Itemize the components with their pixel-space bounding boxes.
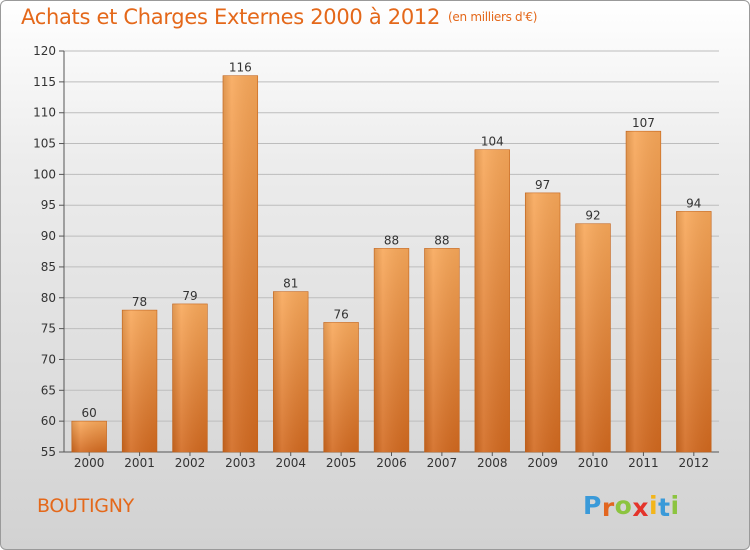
place-name: BOUTIGNY xyxy=(37,495,134,517)
data-label: 92 xyxy=(585,209,600,223)
data-label: 79 xyxy=(182,289,197,303)
bar-shade xyxy=(222,75,258,452)
data-label: 116 xyxy=(229,61,252,75)
x-tick-label: 2005 xyxy=(326,456,357,470)
data-label: 76 xyxy=(333,307,348,321)
logo-letter: x xyxy=(632,493,649,522)
x-tick-label: 2006 xyxy=(376,456,407,470)
x-tick-label: 2008 xyxy=(477,456,508,470)
bar-shade xyxy=(323,322,359,452)
y-tick-label: 85 xyxy=(41,260,56,274)
bar-shade xyxy=(525,192,561,452)
data-label: 60 xyxy=(82,406,97,420)
y-tick-label: 100 xyxy=(33,167,56,181)
y-tick-label: 60 xyxy=(41,414,56,428)
logo-letter: i xyxy=(670,491,680,520)
bar-shade xyxy=(273,291,309,452)
bar-shade xyxy=(71,421,107,452)
x-tick-label: 2007 xyxy=(427,456,458,470)
x-tick-label: 2011 xyxy=(628,456,659,470)
data-label: 88 xyxy=(384,233,399,247)
logo-letter: r xyxy=(601,493,615,522)
chart-title-text: Achats et Charges Externes 2000 à 2012 xyxy=(21,5,441,29)
logo-letter: o xyxy=(614,491,633,520)
x-tick-label: 2003 xyxy=(225,456,256,470)
logo-letter: P xyxy=(583,491,602,520)
x-tick-label: 2009 xyxy=(527,456,558,470)
y-tick-label: 95 xyxy=(41,198,56,212)
x-tick-label: 2000 xyxy=(74,456,105,470)
data-label: 81 xyxy=(283,277,298,291)
data-label: 88 xyxy=(434,233,449,247)
y-tick-label: 115 xyxy=(33,75,56,89)
proxiti-logo: Proxiti xyxy=(583,491,680,522)
bar-shade xyxy=(374,248,409,452)
bar-shade xyxy=(172,303,208,452)
data-label: 97 xyxy=(535,178,550,192)
y-tick-label: 110 xyxy=(33,106,56,120)
data-label: 78 xyxy=(132,295,147,309)
logo-letter: t xyxy=(658,493,671,522)
bar-shade xyxy=(626,131,661,452)
x-tick-label: 2001 xyxy=(124,456,155,470)
chart-subtitle: (en milliers d'€) xyxy=(448,10,538,24)
bar-shade xyxy=(676,211,712,452)
data-label: 104 xyxy=(481,135,504,149)
data-label: 107 xyxy=(632,116,655,130)
logo-letter: i xyxy=(649,491,659,520)
bar-shade xyxy=(474,149,510,452)
bar-shade xyxy=(122,310,157,452)
x-tick-label: 2002 xyxy=(175,456,206,470)
x-tick-label: 2004 xyxy=(275,456,306,470)
data-label: 94 xyxy=(686,196,701,210)
y-tick-label: 90 xyxy=(41,229,56,243)
chart-title: Achats et Charges Externes 2000 à 2012 (e… xyxy=(21,5,537,29)
y-tick-label: 120 xyxy=(33,44,56,58)
bar-shade xyxy=(424,248,460,452)
y-tick-label: 65 xyxy=(41,383,56,397)
y-tick-label: 105 xyxy=(33,137,56,151)
y-tick-label: 70 xyxy=(41,352,56,366)
y-tick-label: 55 xyxy=(41,445,56,459)
y-tick-label: 80 xyxy=(41,291,56,305)
bar-shade xyxy=(575,223,611,452)
x-tick-label: 2010 xyxy=(578,456,609,470)
x-tick-label: 2012 xyxy=(679,456,710,470)
y-tick-label: 75 xyxy=(41,322,56,336)
